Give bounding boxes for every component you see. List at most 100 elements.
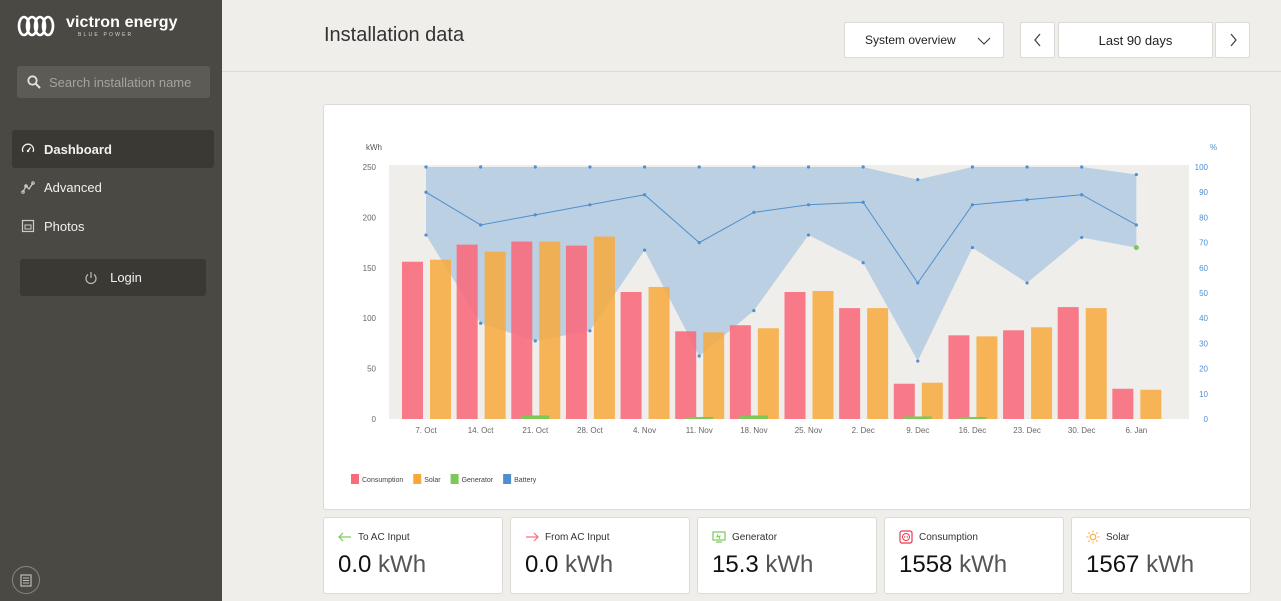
y-tick-label-right: 10 bbox=[1199, 390, 1208, 399]
stat-card-solar: Solar 1567 kWh bbox=[1071, 517, 1251, 594]
bar-generator bbox=[739, 415, 768, 419]
stat-value: 1558 bbox=[899, 551, 953, 578]
battery-point-avg bbox=[1134, 223, 1138, 227]
bar-consumption bbox=[565, 245, 587, 419]
y-tick-label-right: 50 bbox=[1199, 289, 1208, 298]
sidebar-item-advanced[interactable]: Advanced bbox=[12, 168, 214, 206]
battery-point-avg bbox=[642, 193, 647, 197]
document-icon[interactable] bbox=[12, 566, 40, 594]
x-tick-label: 7. Oct bbox=[415, 426, 437, 435]
arrow-left-icon bbox=[338, 531, 352, 543]
y-tick-label-right: 60 bbox=[1199, 264, 1208, 273]
battery-point-avg bbox=[861, 200, 865, 204]
battery-point-min bbox=[752, 309, 756, 313]
search-input[interactable] bbox=[49, 74, 209, 90]
sidebar-item-label: Dashboard bbox=[44, 141, 112, 157]
legend-swatch-battery bbox=[503, 474, 512, 484]
bar-solar bbox=[812, 290, 834, 419]
x-tick-label: 9. Dec bbox=[906, 426, 929, 435]
battery-point-min bbox=[479, 321, 483, 325]
socket-icon bbox=[899, 530, 913, 544]
header: Installation data System overview Last 9… bbox=[222, 0, 1281, 72]
battery-point-max bbox=[588, 165, 592, 169]
graph-icon bbox=[21, 180, 35, 194]
bar-consumption bbox=[839, 308, 861, 419]
x-tick-label: 14. Oct bbox=[468, 426, 495, 435]
date-range-button[interactable]: Last 90 days bbox=[1058, 22, 1213, 58]
page-title: Installation data bbox=[324, 24, 465, 46]
stat-label: To AC Input bbox=[358, 531, 410, 543]
battery-point-min bbox=[861, 261, 865, 265]
energy-chart[interactable]: kWh % 0 50 100 150 200 250 0 10 20 30 40 50 60 70 80 90 10… bbox=[324, 105, 1252, 511]
victron-waves-icon bbox=[17, 15, 55, 37]
legend-swatch-consumption bbox=[351, 474, 359, 484]
stat-card-from-ac-input: From AC Input 0.0 kWh bbox=[510, 517, 690, 594]
brand-tagline: BLUE POWER bbox=[78, 32, 134, 38]
battery-point-avg bbox=[479, 223, 483, 227]
chevron-right-icon bbox=[1230, 33, 1237, 47]
battery-point-max bbox=[970, 165, 975, 169]
login-button[interactable]: Login bbox=[20, 259, 206, 296]
stat-value: 15.3 bbox=[712, 551, 759, 578]
y-tick-label-right: 100 bbox=[1195, 163, 1209, 172]
bar-solar bbox=[648, 286, 670, 419]
bar-consumption bbox=[784, 291, 806, 419]
battery-point-min bbox=[1025, 281, 1029, 285]
bar-consumption bbox=[675, 331, 697, 419]
battery-point-avg bbox=[697, 241, 701, 245]
photo-icon bbox=[21, 219, 35, 233]
bar-generator bbox=[903, 416, 932, 419]
battery-point-avg bbox=[806, 203, 811, 207]
x-tick-label: 18. Nov bbox=[740, 426, 768, 435]
previous-period-button[interactable] bbox=[1020, 22, 1055, 58]
battery-point-avg bbox=[588, 203, 592, 207]
stat-value: 1567 bbox=[1086, 551, 1140, 578]
battery-point-min bbox=[424, 233, 428, 237]
bar-consumption bbox=[511, 241, 533, 419]
battery-point-min bbox=[1133, 245, 1139, 251]
x-tick-label: 11. Nov bbox=[686, 426, 713, 435]
battery-point-avg bbox=[752, 210, 756, 214]
bar-consumption bbox=[893, 383, 915, 419]
battery-point-max bbox=[1080, 165, 1084, 169]
battery-point-avg bbox=[970, 203, 975, 207]
sidebar-item-photos[interactable]: Photos bbox=[12, 207, 214, 245]
gauge-icon bbox=[21, 142, 35, 156]
battery-point-avg bbox=[916, 281, 920, 285]
x-tick-label: 2. Dec bbox=[852, 426, 875, 435]
bar-solar bbox=[867, 308, 889, 419]
battery-point-min bbox=[970, 246, 975, 250]
stat-card-to-ac-input: To AC Input 0.0 kWh bbox=[323, 517, 503, 594]
view-select[interactable]: System overview bbox=[844, 22, 1004, 58]
sidebar-item-dashboard[interactable]: Dashboard bbox=[12, 130, 214, 168]
legend-label-consumption: Consumption bbox=[362, 477, 403, 484]
battery-point-max bbox=[916, 178, 920, 182]
bar-solar bbox=[703, 332, 725, 419]
battery-point-max bbox=[697, 165, 701, 169]
sun-icon bbox=[1086, 530, 1100, 544]
bar-consumption bbox=[1112, 388, 1134, 419]
battery-point-min bbox=[533, 339, 537, 343]
battery-average-line bbox=[425, 191, 1137, 284]
y-tick-label-right: 70 bbox=[1199, 239, 1208, 248]
stat-label: From AC Input bbox=[545, 531, 610, 543]
victron-logo[interactable]: victron energy BLUE POWER bbox=[16, 14, 178, 38]
y-tick-label-right: 40 bbox=[1199, 314, 1208, 323]
y-tick-label-left: 0 bbox=[372, 415, 377, 424]
bar-consumption bbox=[1003, 330, 1025, 419]
x-tick-label: 6. Jan bbox=[1125, 426, 1147, 435]
battery-point-avg bbox=[1025, 198, 1029, 202]
next-period-button[interactable] bbox=[1215, 22, 1250, 58]
y-tick-label-left: 100 bbox=[363, 314, 377, 323]
battery-point-max bbox=[861, 165, 865, 169]
stat-card-consumption: Consumption 1558 kWh bbox=[884, 517, 1064, 594]
battery-point-min bbox=[916, 359, 920, 363]
chevron-left-icon bbox=[1033, 33, 1040, 47]
y-tick-label-right: 30 bbox=[1199, 339, 1208, 348]
battery-point-max bbox=[533, 165, 537, 169]
bar-solar bbox=[430, 259, 451, 419]
battery-point-min bbox=[642, 248, 647, 252]
y-tick-label-right: 20 bbox=[1199, 365, 1208, 374]
sidebar-item-label: Photos bbox=[44, 218, 85, 234]
bar-solar bbox=[484, 251, 506, 419]
